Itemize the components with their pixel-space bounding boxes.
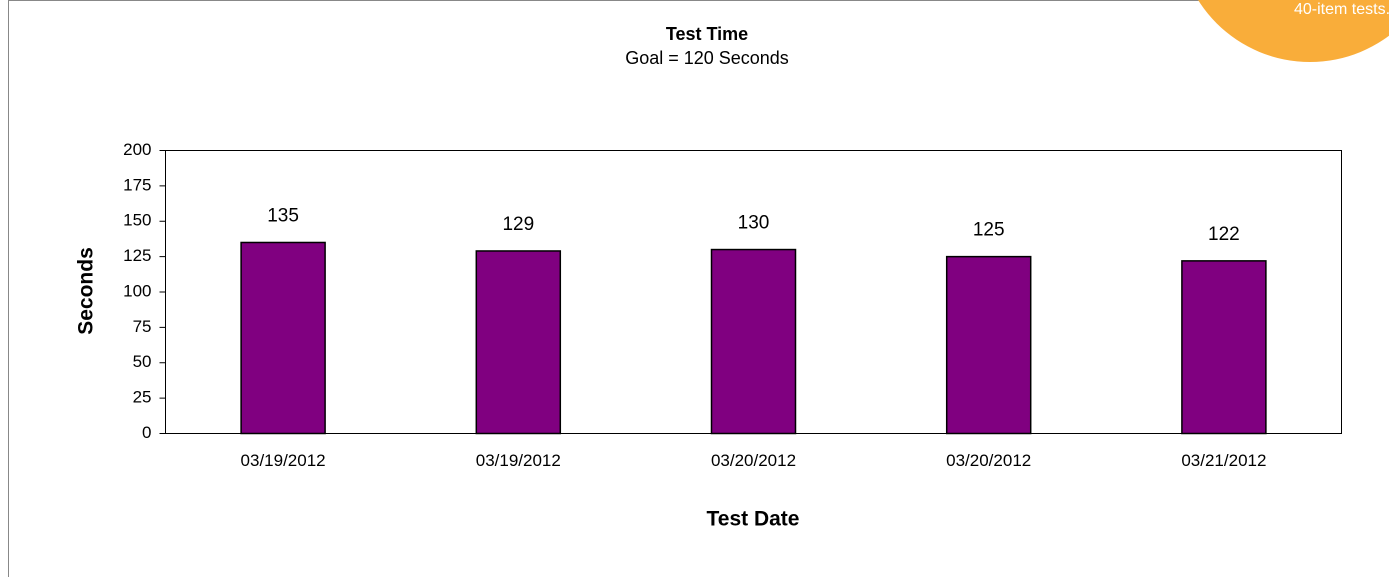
y-tick-label: 50	[133, 352, 152, 371]
x-tick-label: 03/20/2012	[711, 451, 796, 470]
y-tick-label: 175	[123, 175, 151, 194]
bar	[240, 241, 326, 435]
data-label: 122	[1208, 224, 1240, 245]
y-tick-label: 0	[142, 423, 151, 442]
callout-text: 40-item tests.	[1294, 1, 1389, 18]
bar	[1181, 260, 1267, 435]
y-tick-label: 125	[123, 246, 151, 265]
bar	[945, 255, 1032, 435]
x-tick-label: 03/20/2012	[946, 451, 1031, 470]
y-tick-label: 150	[123, 211, 151, 230]
data-label: 129	[502, 214, 534, 235]
x-tick-label: 03/21/2012	[1181, 451, 1266, 470]
callout-circle	[1198, 0, 1389, 62]
bar	[475, 250, 562, 435]
chart-frame	[8, 0, 1389, 577]
chart-title: Test Time	[666, 24, 748, 44]
x-axis-title: Test Date	[707, 508, 800, 531]
data-label: 135	[267, 205, 299, 226]
bar	[710, 248, 797, 435]
y-tick-label: 75	[133, 317, 152, 336]
x-tick-label: 03/19/2012	[241, 451, 326, 470]
y-tick-label: 25	[133, 388, 152, 407]
y-axis-title: Seconds	[75, 247, 98, 335]
x-tick-label: 03/19/2012	[476, 451, 561, 470]
data-label: 130	[738, 213, 770, 234]
y-tick-label: 200	[123, 140, 151, 159]
data-label: 125	[973, 220, 1005, 241]
chart-subtitle: Goal = 120 Seconds	[625, 48, 789, 68]
y-tick-label: 100	[123, 281, 151, 300]
